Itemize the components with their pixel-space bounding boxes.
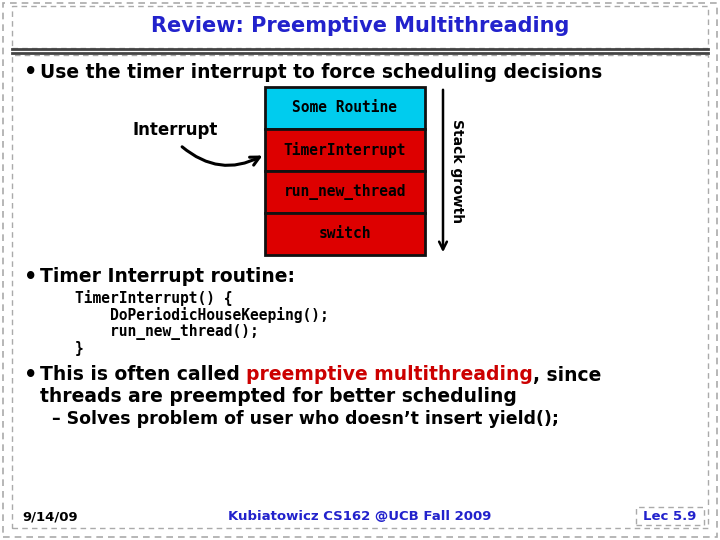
Text: Use the timer interrupt to force scheduling decisions: Use the timer interrupt to force schedul… — [40, 63, 602, 82]
Bar — [12, 55, 708, 528]
Bar — [265, 87, 425, 129]
Text: Lec 5.9: Lec 5.9 — [643, 510, 697, 523]
Text: Interrupt: Interrupt — [132, 121, 217, 139]
Bar — [12, 6, 708, 48]
Text: DoPeriodicHouseKeeping();: DoPeriodicHouseKeeping(); — [75, 307, 329, 323]
Text: run_new_thread: run_new_thread — [284, 184, 406, 200]
Text: •: • — [24, 365, 37, 385]
Text: This is often called: This is often called — [40, 366, 246, 384]
Text: – Solves problem of user who doesn’t insert yield();: – Solves problem of user who doesn’t ins… — [52, 410, 559, 428]
Text: Kubiatowicz CS162 @UCB Fall 2009: Kubiatowicz CS162 @UCB Fall 2009 — [228, 510, 492, 523]
Bar — [265, 213, 425, 255]
Text: TimerInterrupt() {: TimerInterrupt() { — [75, 290, 233, 306]
Text: threads are preempted for better scheduling: threads are preempted for better schedul… — [40, 388, 517, 407]
FancyArrowPatch shape — [182, 147, 259, 165]
Text: 9/14/09: 9/14/09 — [22, 510, 78, 523]
Text: Some Routine: Some Routine — [292, 100, 397, 116]
Bar — [265, 171, 425, 213]
Bar — [636, 507, 704, 525]
Text: preemptive multithreading: preemptive multithreading — [246, 366, 534, 384]
Text: Timer Interrupt routine:: Timer Interrupt routine: — [40, 267, 295, 287]
Text: Stack growth: Stack growth — [450, 119, 464, 223]
Text: •: • — [24, 62, 37, 82]
Text: , since: , since — [534, 366, 602, 384]
Text: }: } — [75, 341, 84, 356]
Text: •: • — [24, 267, 37, 287]
Text: Review: Preemptive Multithreading: Review: Preemptive Multithreading — [150, 16, 570, 36]
Text: run_new_thread();: run_new_thread(); — [75, 324, 258, 340]
Bar — [265, 129, 425, 171]
Text: TimerInterrupt: TimerInterrupt — [284, 142, 406, 158]
Text: switch: switch — [319, 226, 372, 241]
